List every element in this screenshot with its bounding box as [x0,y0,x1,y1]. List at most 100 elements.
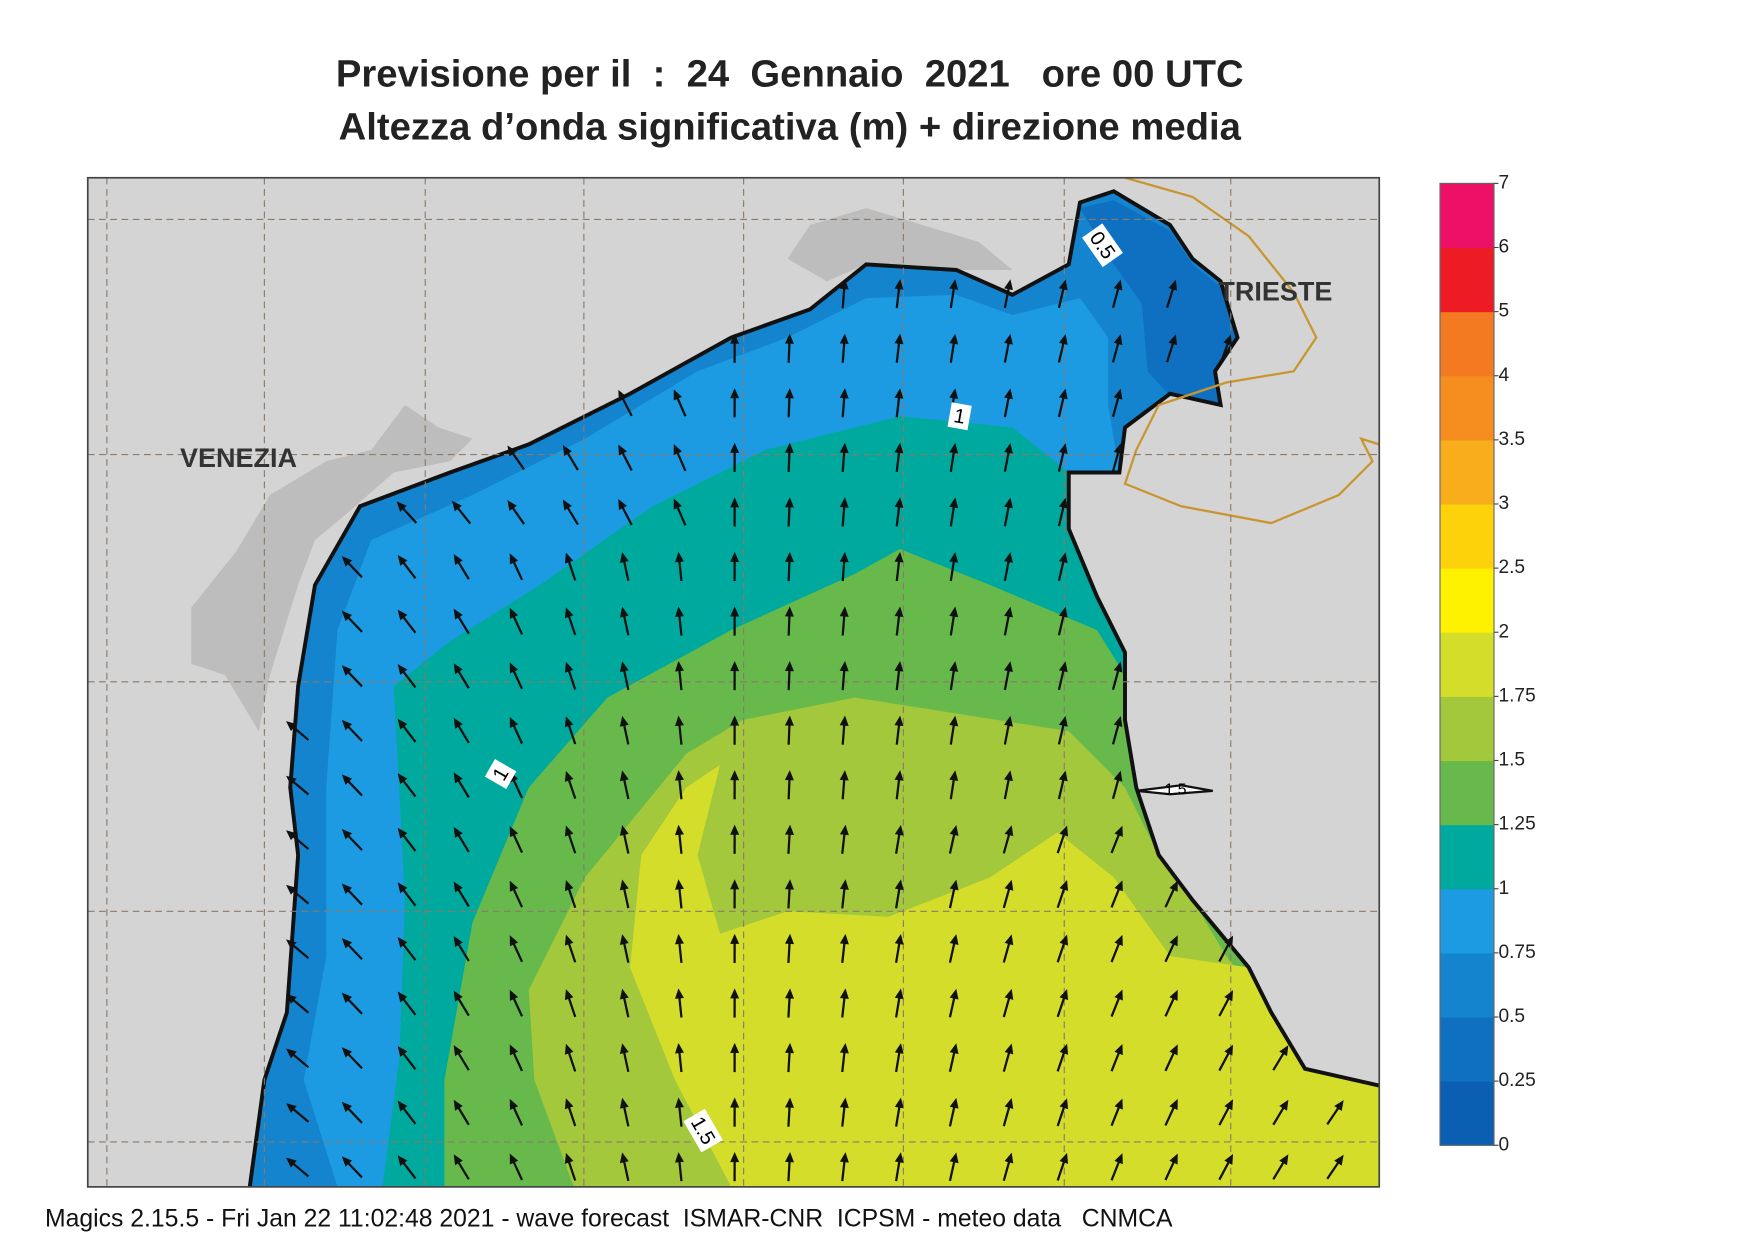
arrow [562,499,579,526]
arrow-head [397,609,408,621]
arrow-shaft [345,723,363,742]
arrow [894,333,904,363]
arrow-shaft [567,1104,577,1127]
arrow-head [286,993,297,1004]
arrow-head [397,882,408,894]
arrow-head [894,388,904,399]
arrow [949,279,959,309]
colorbar-label: 6 [1499,237,1510,258]
arrow-head [1169,1098,1178,1110]
arrow [673,498,687,526]
arrow-head [675,770,684,781]
lagoon [787,208,1013,282]
arrow-shaft [1056,886,1066,909]
arrow [730,551,740,582]
arrow-shaft [456,995,470,1017]
arrow-head [341,665,353,676]
arrow [948,988,959,1018]
arrow-shaft [841,285,846,309]
arrow [894,1152,904,1182]
arrow-shaft [1272,1050,1286,1071]
arrow-head [564,880,574,892]
arrow-head [1058,388,1068,400]
arrow [730,388,740,418]
arrow-head [1114,934,1123,946]
colorbar-swatch [1440,760,1494,826]
arrow [675,879,684,909]
arrow-shaft [1057,613,1066,636]
arrow [784,333,794,363]
arrow [509,607,524,635]
arrow-head [1004,279,1013,291]
colorbar-label: 1.75 [1499,685,1536,706]
arrow [453,608,470,635]
arrow-head [619,1043,629,1055]
arrow-shaft [948,1104,956,1127]
arrow-head [562,444,572,456]
arrow-shaft [1111,449,1121,472]
arrow-shaft [345,942,363,961]
arrow-shaft [787,1104,791,1127]
arrow [397,718,417,743]
arrow-shaft [787,722,791,745]
arrow [730,333,740,363]
arrow-shaft [620,504,633,526]
arrow-shaft [1003,285,1011,309]
arrow-shaft [787,613,791,636]
arrow [286,775,310,796]
arrow-head [949,279,959,290]
arrow-shaft [1056,940,1066,963]
arrow-shaft [678,613,683,636]
arrow [507,445,526,471]
arrow [894,551,904,582]
arrow-head [397,1100,408,1112]
arrow-shaft [1057,285,1066,309]
arrow-shaft [1218,941,1231,962]
arrow-shaft [675,504,687,526]
arrow-shaft [678,722,683,745]
arrow [618,444,633,471]
arrow-head [839,1152,849,1163]
arrow-shaft [678,831,683,854]
arrow [341,1101,363,1124]
arrow-shaft [400,887,417,907]
arrow-head [949,825,959,836]
arrow-shaft [1326,1159,1341,1180]
arrow [839,497,849,527]
arrow-shaft [841,558,846,582]
arrow-head [730,388,740,399]
arrow-shaft [1056,1104,1066,1127]
arrow [286,1103,310,1123]
arrow-shaft [290,779,310,796]
arrow [618,499,633,526]
arrow-shaft [1110,1049,1121,1072]
arrow-shaft [1057,394,1066,418]
city-label: VENEZIA [180,443,297,473]
arrow [784,606,794,636]
arrow-shaft [456,832,470,853]
arrow-shaft [678,994,683,1018]
arrow-head [453,1045,463,1057]
arrow-head [1004,988,1014,1000]
arrow-head [1113,716,1123,728]
arrow-shaft [678,1158,683,1182]
arrow-shaft [1003,449,1011,472]
arrow [1002,934,1014,963]
arrow [564,989,577,1018]
coastline [247,189,1380,1187]
arrow-head [785,824,795,836]
arrow-shaft [1056,831,1066,854]
arrow-shaft [678,1104,683,1127]
arrow-head [675,606,684,617]
arrow [1002,825,1014,854]
arrow [286,1157,310,1178]
arrow-shaft [400,505,418,524]
arrow-shaft [345,833,363,851]
arrow-head [1004,606,1013,618]
arrow [341,774,363,797]
label-box [484,759,517,789]
arrow [1272,1045,1289,1071]
arrow-shaft [511,940,524,963]
arrow-head [618,444,627,456]
arrow-head [1169,1153,1178,1165]
